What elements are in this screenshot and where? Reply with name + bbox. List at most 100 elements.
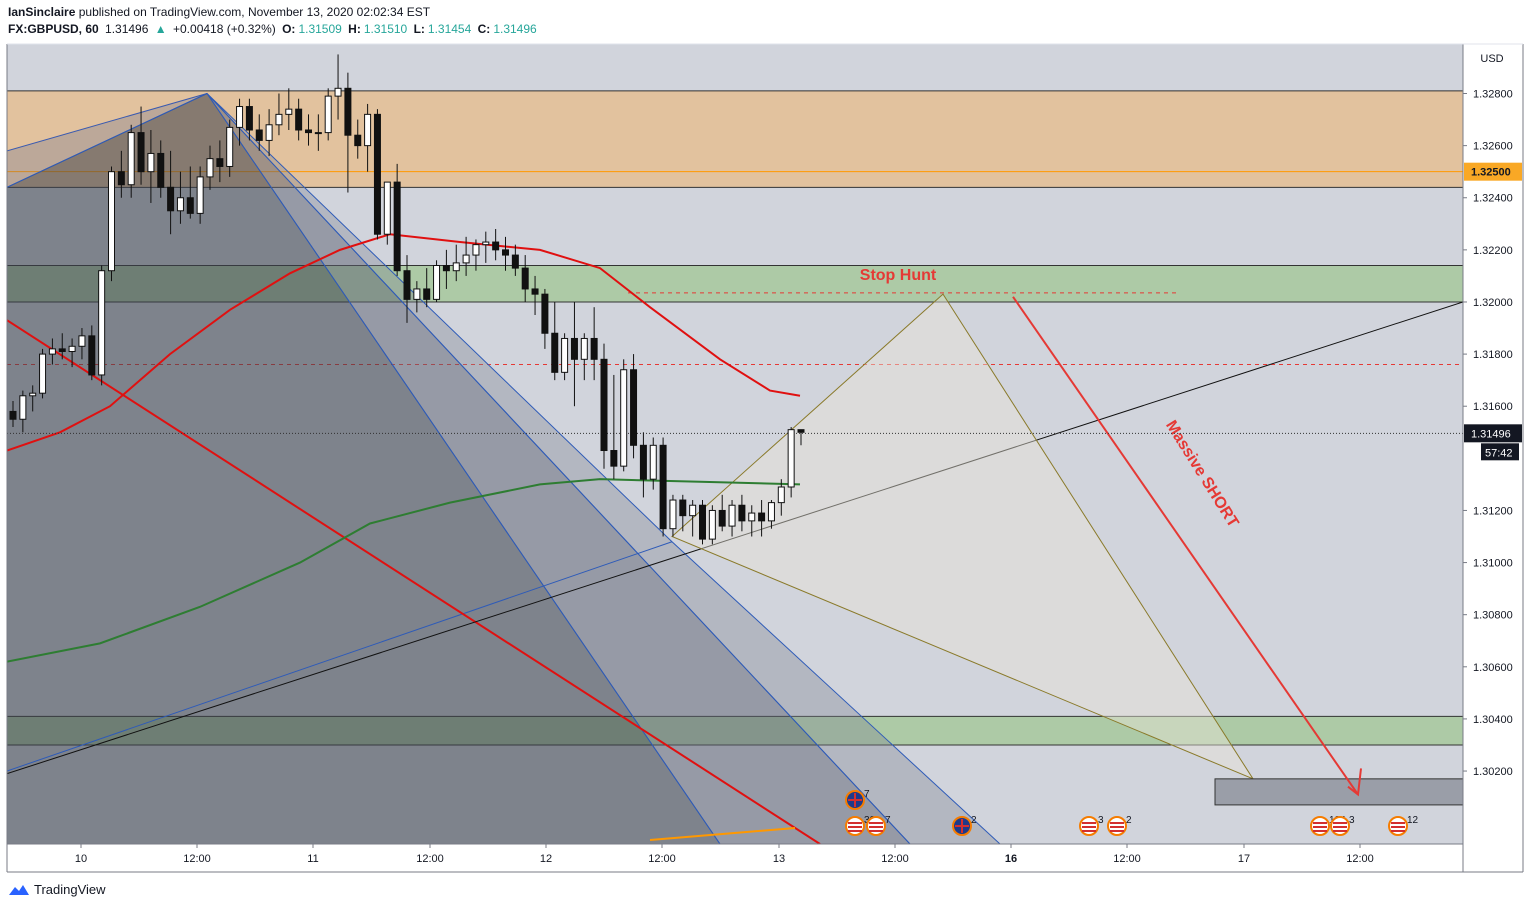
- y-tick-label: 1.31800: [1473, 349, 1513, 361]
- projection-triangle: [671, 293, 1255, 780]
- candle-body: [373, 113, 381, 235]
- candle-body: [226, 126, 234, 167]
- x-tick-label: 12:00: [1113, 853, 1141, 865]
- candle-body: [738, 504, 746, 522]
- high-value: 1.31510: [363, 22, 408, 36]
- low-label: L:: [413, 22, 425, 36]
- event-count-badge: 3: [1349, 815, 1355, 826]
- candle-body: [561, 337, 569, 373]
- close-label: C:: [477, 22, 491, 36]
- us-flag-icon[interactable]: 12: [1388, 815, 1419, 836]
- candle-body: [295, 108, 303, 131]
- candle-body: [472, 244, 480, 256]
- massive-short-arrow: [1012, 296, 1359, 796]
- candle-body: [659, 444, 667, 530]
- event-count-badge: 7: [864, 789, 870, 800]
- y-tick-label: 1.31000: [1473, 558, 1513, 570]
- x-tick-label: 11: [307, 853, 318, 865]
- open-value: 1.31509: [298, 22, 342, 36]
- candle-body: [186, 197, 194, 214]
- event-count-badge: 7: [885, 815, 891, 826]
- y-tick-label: 1.30200: [1473, 766, 1513, 778]
- publication-line: IanSinclaire published on TradingView.co…: [8, 5, 430, 19]
- candle-body: [39, 353, 47, 394]
- uk-flag-icon[interactable]: 7: [845, 789, 870, 810]
- black-trend-line: [7, 301, 1463, 775]
- candle-body: [610, 450, 618, 467]
- candle-body: [482, 241, 490, 246]
- last-price-tag: [1464, 424, 1522, 443]
- candle-body: [669, 499, 677, 530]
- candle-body: [748, 512, 756, 522]
- candle-body: [393, 181, 401, 272]
- currency-label: USD: [1480, 53, 1503, 65]
- candle-body: [728, 504, 736, 527]
- candle-body: [245, 106, 253, 131]
- candle-body: [492, 241, 500, 251]
- event-count-badge: 2: [971, 815, 977, 826]
- candle-body: [354, 134, 362, 147]
- orange-short-line: [649, 827, 796, 841]
- y-tick-label: 1.32600: [1473, 141, 1513, 153]
- candle-body: [9, 410, 17, 420]
- candle-body: [679, 499, 687, 517]
- massive-short-arrowhead: [1347, 768, 1362, 797]
- author-name[interactable]: IanSinclaire: [8, 5, 76, 19]
- y-tick-label: 1.30400: [1473, 714, 1513, 726]
- us-flag-icon[interactable]: 7: [866, 815, 891, 836]
- low-value: 1.31454: [427, 22, 472, 36]
- candle-body: [718, 509, 726, 527]
- candle-body: [649, 444, 657, 480]
- candle-body: [452, 262, 460, 272]
- y-tick-label: 1.32200: [1473, 245, 1513, 257]
- candle-body: [383, 181, 391, 235]
- countdown-text: 57:42: [1485, 447, 1513, 459]
- candle-body: [433, 264, 441, 300]
- countdown-tag: [1481, 443, 1519, 461]
- symbol-name[interactable]: FX:GBPUSD, 60: [8, 22, 99, 36]
- candle-body: [314, 132, 322, 135]
- tradingview-brand: TradingView: [34, 882, 106, 897]
- last-price: 1.31496: [105, 22, 149, 36]
- candle-body: [620, 369, 628, 467]
- candle-body: [630, 369, 638, 446]
- us-flag-icon[interactable]: 3: [1079, 815, 1104, 836]
- candle-body: [48, 348, 56, 355]
- candle-body: [699, 504, 706, 540]
- candle-body: [590, 337, 598, 360]
- target-box: [1214, 778, 1463, 806]
- candle-body: [689, 504, 697, 517]
- candle-body: [570, 337, 578, 360]
- x-tick-label: 17: [1238, 853, 1250, 865]
- candle-body: [305, 129, 312, 134]
- candle-body: [137, 132, 145, 173]
- candle-body: [88, 335, 96, 376]
- candle-body: [639, 444, 647, 480]
- candle-body: [127, 132, 135, 186]
- candle-body: [58, 348, 66, 352]
- uk-flag-icon[interactable]: 2: [952, 815, 977, 836]
- level-price-text: 1.32500: [1471, 167, 1511, 179]
- candle-body: [767, 502, 775, 522]
- us-flag-icon[interactable]: 3: [1330, 815, 1355, 836]
- candle-body: [502, 249, 509, 256]
- symbol-legend: FX:GBPUSD, 60 1.31496 ▲ +0.00418 (+0.32%…: [8, 22, 540, 36]
- candle-body: [521, 267, 529, 290]
- candle-body: [108, 171, 115, 272]
- candle-body: [98, 270, 106, 376]
- candle-body: [265, 124, 273, 141]
- published-text: published on TradingView.com, November 1…: [78, 5, 431, 19]
- candle-body: [787, 429, 795, 488]
- us-flag-icon[interactable]: 2: [1107, 815, 1132, 836]
- candle-body: [541, 293, 549, 334]
- x-tick-label: 13: [773, 853, 785, 865]
- candle-body: [19, 395, 27, 420]
- tradingview-footer[interactable]: TradingView: [8, 882, 106, 897]
- y-tick-label: 1.30800: [1473, 610, 1513, 622]
- event-count-badge: 12: [1407, 815, 1419, 826]
- candle-body: [511, 254, 519, 269]
- candle-body: [324, 95, 332, 134]
- stop-hunt-label: Stop Hunt: [860, 267, 937, 284]
